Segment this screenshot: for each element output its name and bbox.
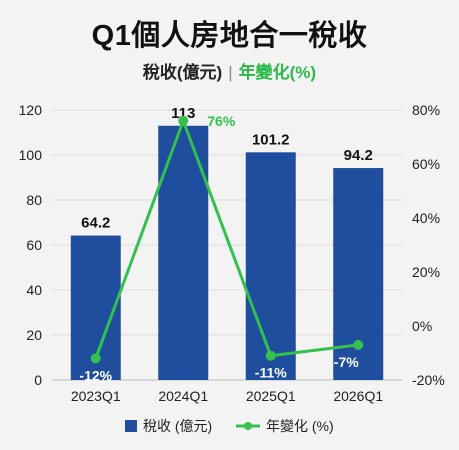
y-right-tick-label: 40% xyxy=(412,210,440,226)
x-tick-label: 2023Q1 xyxy=(71,388,121,404)
line-value-label: -12% xyxy=(79,367,112,383)
subtitle-separator: | xyxy=(228,63,233,82)
chart-title: Q1個人房地合一稅收 xyxy=(91,20,368,52)
y-left-tick-label: 0 xyxy=(34,372,42,388)
y-right-tick-label: 60% xyxy=(412,156,440,172)
line-value-label: -11% xyxy=(255,365,287,381)
line-point xyxy=(353,339,364,350)
line-point xyxy=(90,353,101,364)
subtitle-left: 稅收(億元) xyxy=(142,63,223,82)
line-series xyxy=(94,119,359,359)
line-value-label: -7% xyxy=(334,354,359,370)
legend-line-marker xyxy=(244,422,252,430)
line-point xyxy=(265,350,276,361)
y-right-tick-label: 0% xyxy=(412,318,432,334)
bar xyxy=(245,152,296,380)
y-left-tick-label: 40 xyxy=(26,282,42,298)
legend-line-label: 年變化 (%) xyxy=(266,418,334,434)
y-right-tick-label: 20% xyxy=(412,264,440,280)
chart-subtitle: 稅收(億元) | 年變化(%) xyxy=(0,58,459,83)
bar-value-label: 94.2 xyxy=(344,147,373,164)
line-value-label: 76% xyxy=(207,113,236,129)
y-left-tick-label: 80 xyxy=(26,192,42,208)
y-right-tick-label: -20% xyxy=(412,372,445,388)
bar-value-label: 101.2 xyxy=(252,131,290,148)
legend-bar-label: 稅收 (億元) xyxy=(143,418,212,434)
bar-value-label: 64.2 xyxy=(81,215,110,232)
x-tick-label: 2026Q1 xyxy=(333,388,383,404)
y-left-tick-label: 20 xyxy=(26,327,42,343)
subtitle-right: 年變化(%) xyxy=(238,63,317,82)
y-left-tick-label: 100 xyxy=(19,147,43,163)
line-point xyxy=(178,115,189,126)
y-left-tick-label: 60 xyxy=(26,237,42,253)
x-tick-label: 2025Q1 xyxy=(246,388,296,404)
y-left-tick-label: 120 xyxy=(19,102,43,118)
x-tick-label: 2024Q1 xyxy=(158,388,208,404)
legend-bar-swatch xyxy=(125,420,137,432)
bar-value-label: 113 xyxy=(171,105,195,122)
y-right-tick-label: 80% xyxy=(412,102,440,118)
